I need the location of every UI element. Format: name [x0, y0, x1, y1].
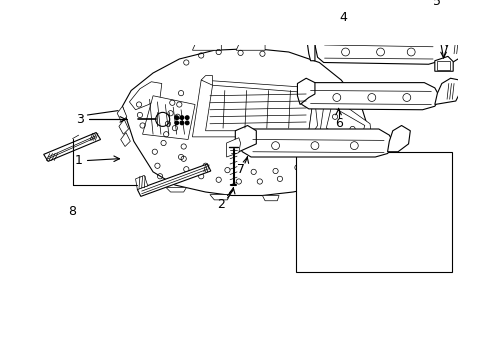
Text: 3: 3 — [0, 359, 1, 360]
Polygon shape — [308, 93, 317, 131]
Polygon shape — [137, 164, 210, 196]
Text: 4: 4 — [338, 10, 346, 23]
Text: 5: 5 — [432, 0, 441, 8]
Polygon shape — [300, 83, 439, 110]
Circle shape — [185, 121, 188, 125]
Polygon shape — [314, 32, 448, 64]
Polygon shape — [312, 11, 331, 27]
Polygon shape — [119, 120, 128, 134]
Polygon shape — [226, 138, 240, 157]
Polygon shape — [341, 38, 355, 43]
Circle shape — [175, 121, 178, 125]
Text: 1: 1 — [0, 359, 1, 360]
Polygon shape — [297, 27, 314, 61]
Polygon shape — [135, 175, 147, 189]
Circle shape — [175, 116, 178, 120]
Polygon shape — [201, 76, 212, 85]
Polygon shape — [262, 195, 279, 201]
Bar — [437, 61, 449, 69]
Polygon shape — [238, 129, 394, 157]
Polygon shape — [325, 106, 364, 146]
Polygon shape — [192, 41, 221, 50]
Polygon shape — [192, 80, 325, 137]
Polygon shape — [235, 126, 256, 152]
Polygon shape — [166, 188, 186, 192]
Polygon shape — [142, 96, 195, 140]
Polygon shape — [122, 49, 371, 195]
Circle shape — [180, 121, 183, 125]
Polygon shape — [443, 33, 467, 63]
Bar — [295, 152, 451, 272]
Polygon shape — [129, 82, 162, 110]
Bar — [315, 14, 327, 24]
Text: 2: 2 — [0, 359, 1, 360]
Polygon shape — [236, 41, 264, 50]
Polygon shape — [117, 106, 126, 122]
Text: 1: 1 — [75, 154, 82, 167]
Polygon shape — [209, 195, 229, 200]
Polygon shape — [43, 132, 101, 161]
Polygon shape — [387, 126, 409, 152]
Text: 3: 3 — [76, 113, 84, 126]
Polygon shape — [434, 78, 460, 104]
Text: 2: 2 — [217, 198, 225, 211]
Polygon shape — [205, 85, 313, 131]
Polygon shape — [121, 132, 130, 147]
Text: 6: 6 — [334, 117, 342, 130]
Text: 7: 7 — [236, 163, 244, 176]
Polygon shape — [288, 17, 310, 29]
Polygon shape — [297, 78, 314, 104]
Polygon shape — [332, 96, 371, 169]
Text: 8: 8 — [68, 205, 77, 218]
Polygon shape — [434, 57, 452, 71]
Circle shape — [185, 116, 188, 120]
Circle shape — [180, 116, 183, 120]
